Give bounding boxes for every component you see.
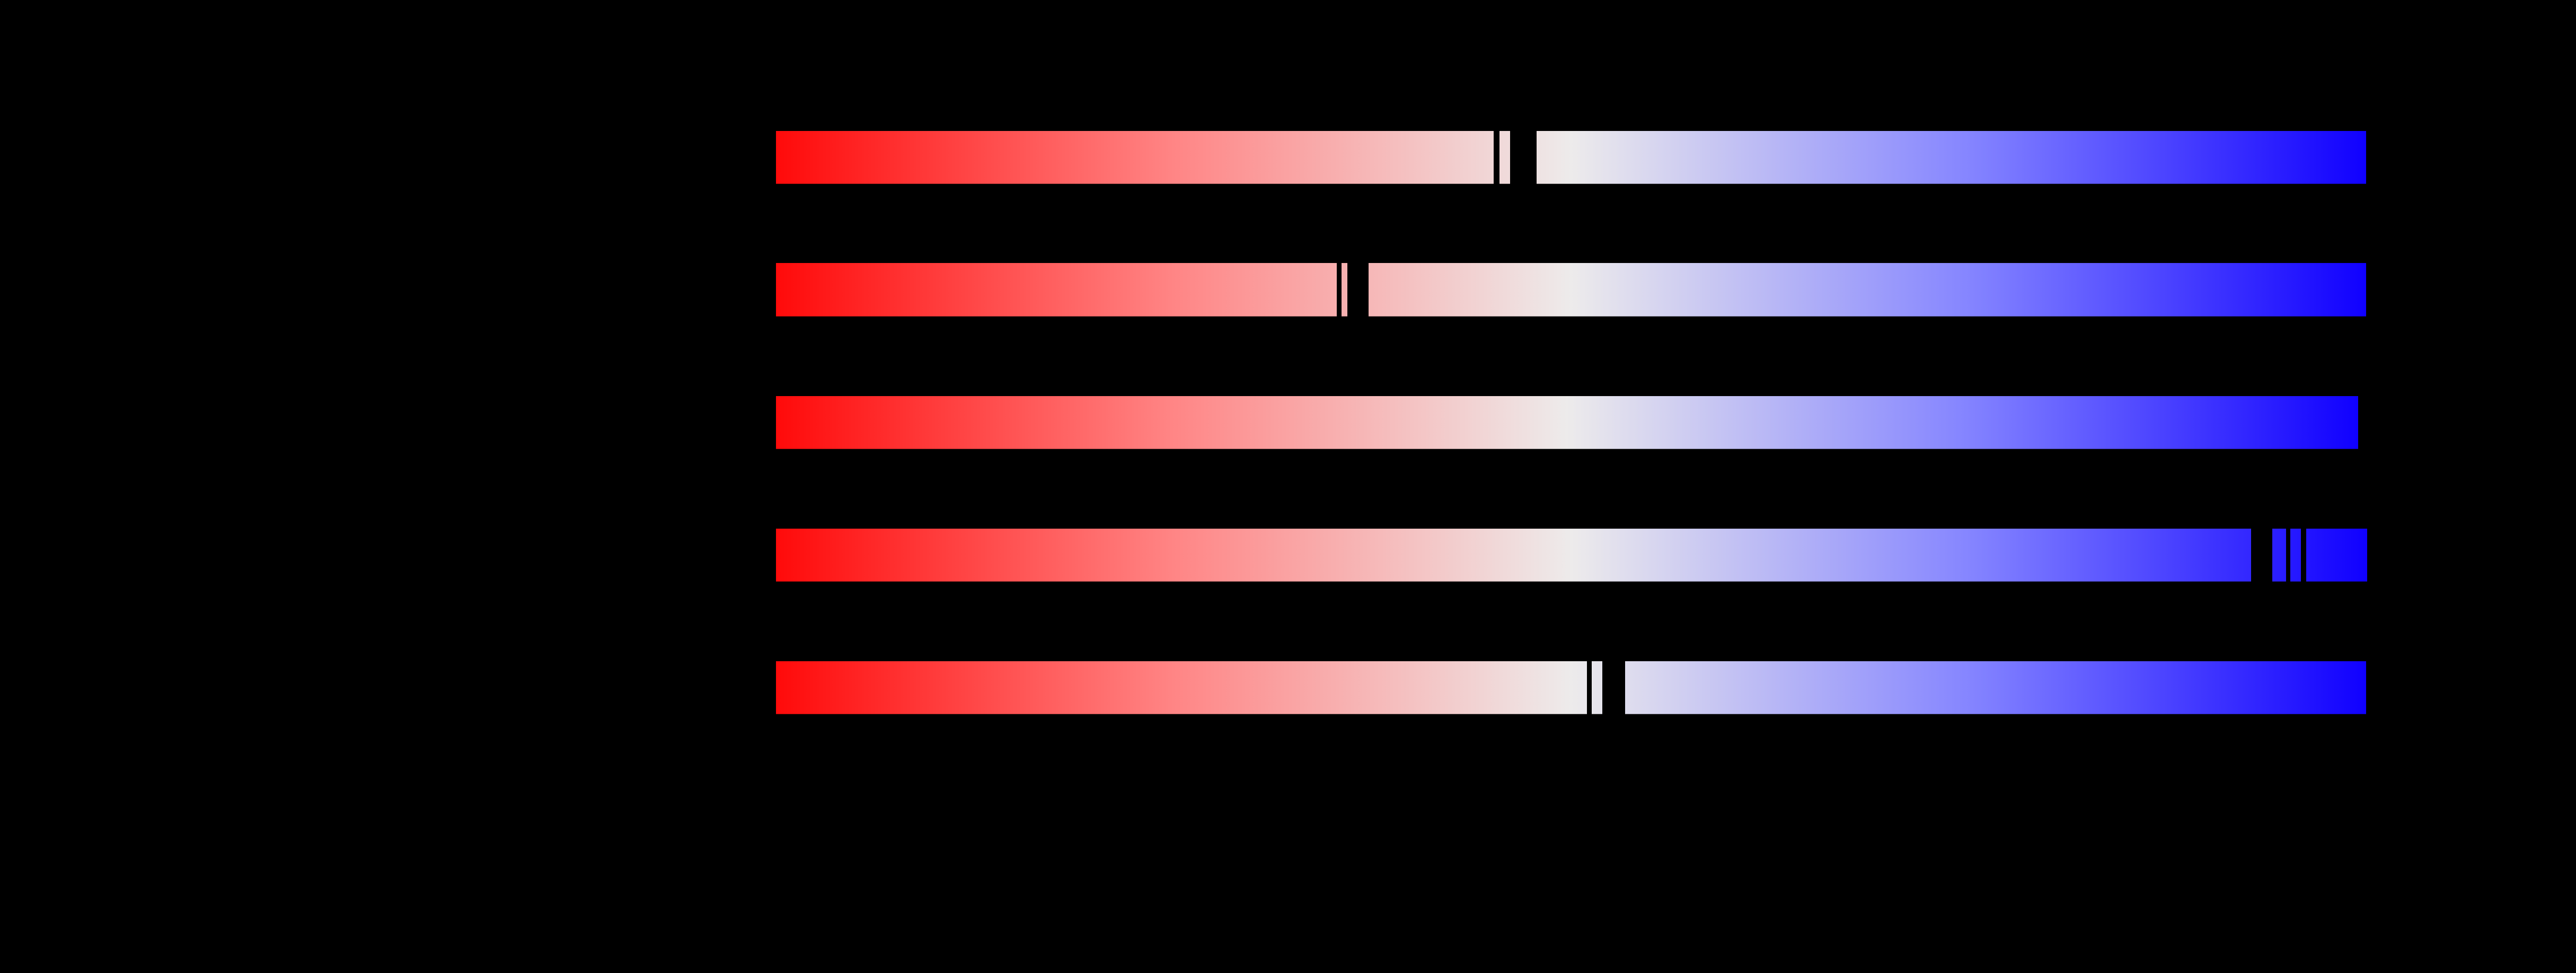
colorbar-2 <box>776 263 2366 317</box>
colorbar-4 <box>776 529 2367 582</box>
colorbar-gap-2 <box>1602 661 1625 714</box>
colorbar-gap-3 <box>2301 529 2306 582</box>
colorbar-gradient <box>776 661 2366 714</box>
colorbar-1 <box>776 131 2366 184</box>
colorbar-gap-2 <box>1510 131 1537 184</box>
colorbar-3 <box>776 396 2358 449</box>
colorbar-gap-1 <box>1587 661 1592 714</box>
colorbar-gap-1 <box>1337 263 1342 317</box>
colorbar-gradient <box>776 529 2367 582</box>
colorbar-gap-1 <box>1494 131 1499 184</box>
colorbar-gradient <box>776 131 2366 184</box>
colorbar-gap-1 <box>2251 529 2272 582</box>
colorbar-gradient <box>776 396 2358 449</box>
colorbar-gap-2 <box>1347 263 1369 317</box>
colorbar-gradient <box>776 263 2366 317</box>
colorbar-5 <box>776 661 2366 714</box>
colorbar-gap-2 <box>2286 529 2290 582</box>
